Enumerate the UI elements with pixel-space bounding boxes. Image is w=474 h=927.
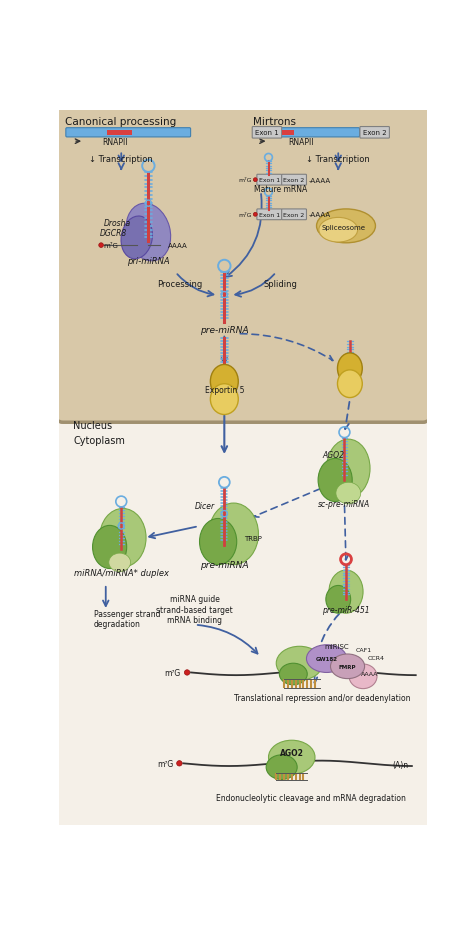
Text: Cytoplasm: Cytoplasm	[73, 436, 125, 446]
Ellipse shape	[329, 570, 363, 614]
Text: Spliceosome: Spliceosome	[322, 225, 365, 231]
Ellipse shape	[349, 665, 377, 689]
Text: Canonical processing: Canonical processing	[65, 117, 177, 127]
Text: Processing: Processing	[157, 280, 202, 289]
Ellipse shape	[317, 210, 375, 244]
Text: DGCR8: DGCR8	[100, 228, 127, 237]
Text: Dicer: Dicer	[195, 502, 215, 511]
Ellipse shape	[92, 526, 127, 569]
Ellipse shape	[330, 654, 365, 679]
FancyBboxPatch shape	[280, 129, 360, 138]
Ellipse shape	[326, 586, 351, 614]
Ellipse shape	[327, 439, 370, 498]
FancyBboxPatch shape	[55, 108, 430, 423]
Circle shape	[254, 213, 257, 217]
Text: m⁷G: m⁷G	[157, 759, 173, 768]
Text: pri-miRNA: pri-miRNA	[127, 257, 170, 266]
Text: Endonucleolytic cleavage and mRNA degradation: Endonucleolytic cleavage and mRNA degrad…	[216, 794, 406, 803]
Circle shape	[99, 244, 103, 248]
Ellipse shape	[209, 503, 258, 565]
Text: Drosha: Drosha	[104, 218, 131, 227]
Text: sc-pre-miRNA: sc-pre-miRNA	[319, 499, 371, 508]
Text: Exon 1: Exon 1	[259, 178, 280, 183]
Text: Exon 2: Exon 2	[363, 130, 386, 136]
Bar	[108, 131, 132, 136]
Ellipse shape	[268, 741, 315, 774]
FancyBboxPatch shape	[282, 210, 307, 221]
Ellipse shape	[109, 553, 130, 572]
Ellipse shape	[200, 519, 237, 565]
Ellipse shape	[126, 204, 171, 261]
Text: Exon 1: Exon 1	[259, 212, 280, 218]
Ellipse shape	[337, 371, 362, 398]
Circle shape	[254, 179, 257, 183]
Text: CAF1: CAF1	[356, 647, 372, 653]
FancyBboxPatch shape	[257, 175, 282, 185]
FancyBboxPatch shape	[360, 127, 390, 139]
Ellipse shape	[307, 645, 347, 673]
Ellipse shape	[100, 509, 146, 567]
Text: Exon 2: Exon 2	[283, 178, 305, 183]
Text: pre-miR-451: pre-miR-451	[322, 605, 370, 615]
Text: Mirtrons: Mirtrons	[253, 117, 296, 127]
Ellipse shape	[318, 459, 352, 502]
Text: m⁷G: m⁷G	[164, 668, 181, 678]
Text: ↓ Transcription: ↓ Transcription	[306, 155, 370, 163]
Text: FMRP: FMRP	[339, 664, 356, 669]
FancyBboxPatch shape	[252, 127, 282, 139]
Text: Exportin 5: Exportin 5	[205, 386, 244, 395]
Text: miRNA/miRNA* duplex: miRNA/miRNA* duplex	[74, 568, 169, 578]
Text: GW182: GW182	[316, 656, 337, 661]
Text: Nucleus: Nucleus	[73, 420, 112, 430]
Ellipse shape	[121, 217, 153, 260]
FancyBboxPatch shape	[55, 108, 430, 423]
Text: AGO2: AGO2	[280, 748, 304, 757]
Circle shape	[184, 670, 190, 676]
Text: -AAAA: -AAAA	[309, 177, 331, 184]
Text: Exon 2: Exon 2	[283, 212, 305, 218]
FancyBboxPatch shape	[257, 210, 282, 221]
Bar	[283, 131, 294, 136]
Ellipse shape	[210, 385, 238, 415]
Text: Spliding: Spliding	[263, 280, 297, 289]
Ellipse shape	[210, 365, 238, 399]
Ellipse shape	[319, 218, 357, 243]
Ellipse shape	[337, 353, 362, 385]
Text: (A)n: (A)n	[392, 760, 409, 769]
Ellipse shape	[276, 647, 323, 680]
Text: m⁷G: m⁷G	[238, 212, 251, 218]
Text: RNAPII: RNAPII	[102, 137, 128, 146]
Text: CCR4: CCR4	[368, 654, 385, 660]
Text: Translational repression and/or deadenylation: Translational repression and/or deadenyl…	[235, 693, 411, 703]
Text: ↓ Transcription: ↓ Transcription	[90, 155, 153, 163]
Text: pre-miRNA: pre-miRNA	[200, 326, 249, 335]
Text: -AAAA: -AAAA	[309, 212, 331, 218]
FancyBboxPatch shape	[66, 129, 191, 138]
Text: AAAA: AAAA	[361, 672, 378, 677]
FancyBboxPatch shape	[282, 175, 307, 185]
Text: AGO2: AGO2	[323, 451, 345, 460]
Text: Passenger strand
degradation: Passenger strand degradation	[94, 609, 161, 629]
Text: TRBP: TRBP	[244, 535, 262, 541]
Text: RNAPII: RNAPII	[288, 137, 313, 146]
Ellipse shape	[336, 483, 361, 504]
Text: AAAA: AAAA	[168, 243, 188, 248]
Text: miRISC: miRISC	[324, 642, 349, 649]
Text: m⁷G: m⁷G	[238, 178, 251, 183]
Ellipse shape	[266, 755, 297, 780]
Text: Exon 1: Exon 1	[255, 130, 279, 136]
Circle shape	[177, 761, 182, 767]
Text: m⁷G: m⁷G	[103, 243, 118, 248]
Text: pre-miRNA: pre-miRNA	[200, 561, 249, 569]
Text: miRNA guide
strand-based target
mRNA binding: miRNA guide strand-based target mRNA bin…	[156, 595, 233, 625]
Text: Mature mRNA: Mature mRNA	[254, 185, 307, 194]
Ellipse shape	[279, 664, 307, 685]
